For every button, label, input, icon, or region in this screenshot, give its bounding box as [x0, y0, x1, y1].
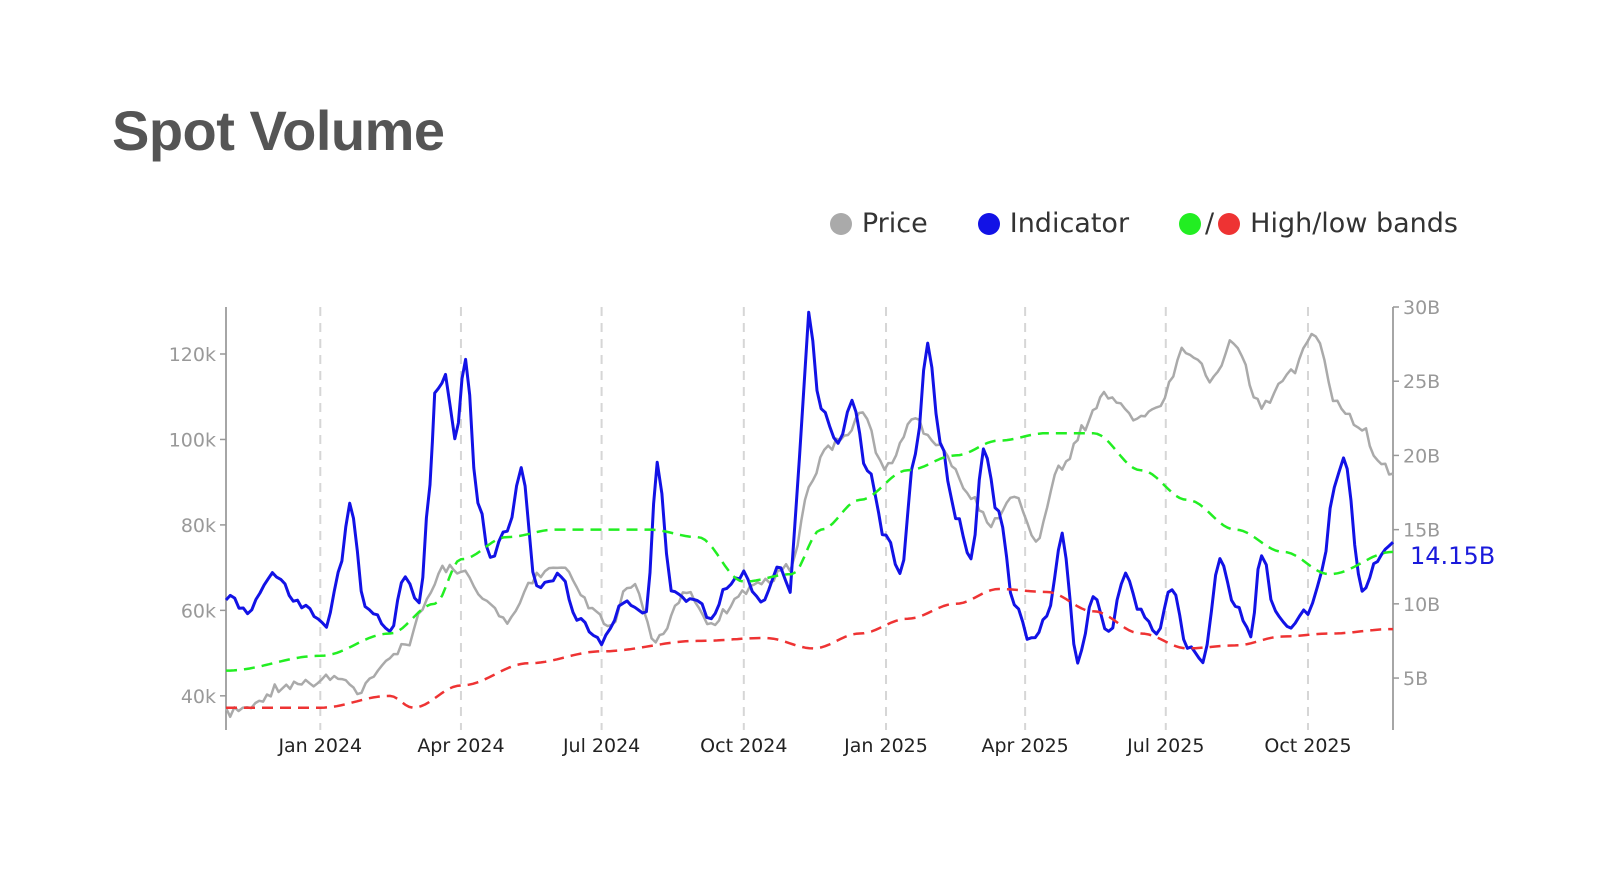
green-dot-icon — [1179, 212, 1202, 235]
x-tick-label: Jul 2025 — [1126, 735, 1204, 757]
axes-layer — [220, 306, 1399, 730]
y-right-tick-label: 5B — [1403, 668, 1428, 690]
y-right-tick-label: 30B — [1403, 297, 1440, 319]
y-left-tick-label: 120k — [169, 344, 216, 366]
y-left-tick-label: 80k — [181, 515, 216, 537]
x-tick-label: Apr 2025 — [981, 735, 1068, 757]
blue-dot-icon — [977, 212, 1000, 235]
y-left-tick-label: 60k — [181, 600, 216, 622]
high-band-line — [226, 431, 1394, 672]
legend-label-price: Price — [861, 208, 928, 239]
x-tick-label: Apr 2024 — [417, 735, 504, 757]
y-right-tick-label: 10B — [1403, 594, 1440, 616]
y-right-tick-label: 25B — [1403, 371, 1440, 393]
y-left-tick-label: 40k — [181, 686, 216, 708]
legend-label-bands: High/low bands — [1250, 208, 1458, 239]
legend-item-price[interactable]: Price — [829, 208, 928, 239]
low-band-line — [226, 587, 1393, 709]
series-layer — [224, 310, 1395, 719]
y-left-tick-label: 100k — [169, 429, 216, 451]
legend-item-indicator[interactable]: Indicator — [977, 208, 1130, 239]
price-series-line — [224, 332, 1394, 719]
last-value-label: 14.15B — [1410, 542, 1495, 570]
labels-layer: Jan 2024 Apr 2024 Jul 2024 Oct 2024 Jan 2025… — [169, 297, 1495, 757]
page-title: Spot Volume — [112, 99, 445, 162]
legend-separator: / — [1205, 208, 1215, 239]
gray-dot-icon — [829, 212, 852, 235]
x-tick-label: Jan 2025 — [843, 735, 928, 757]
red-dot-icon — [1218, 212, 1241, 235]
x-tick-label: Oct 2024 — [700, 735, 787, 757]
indicator-series-line — [224, 310, 1395, 665]
legend-item-bands[interactable]: / High/low bands — [1179, 208, 1458, 239]
y-right-tick-label: 15B — [1403, 520, 1440, 542]
legend-label-indicator: Indicator — [1009, 208, 1130, 239]
x-tick-label: Jan 2024 — [277, 735, 362, 757]
y-right-tick-label: 20B — [1403, 445, 1440, 467]
x-tick-label: Jul 2024 — [562, 735, 640, 757]
x-tick-label: Oct 2025 — [1264, 735, 1351, 757]
chart-legend: Price Indicator / High/low bands — [780, 208, 1458, 239]
